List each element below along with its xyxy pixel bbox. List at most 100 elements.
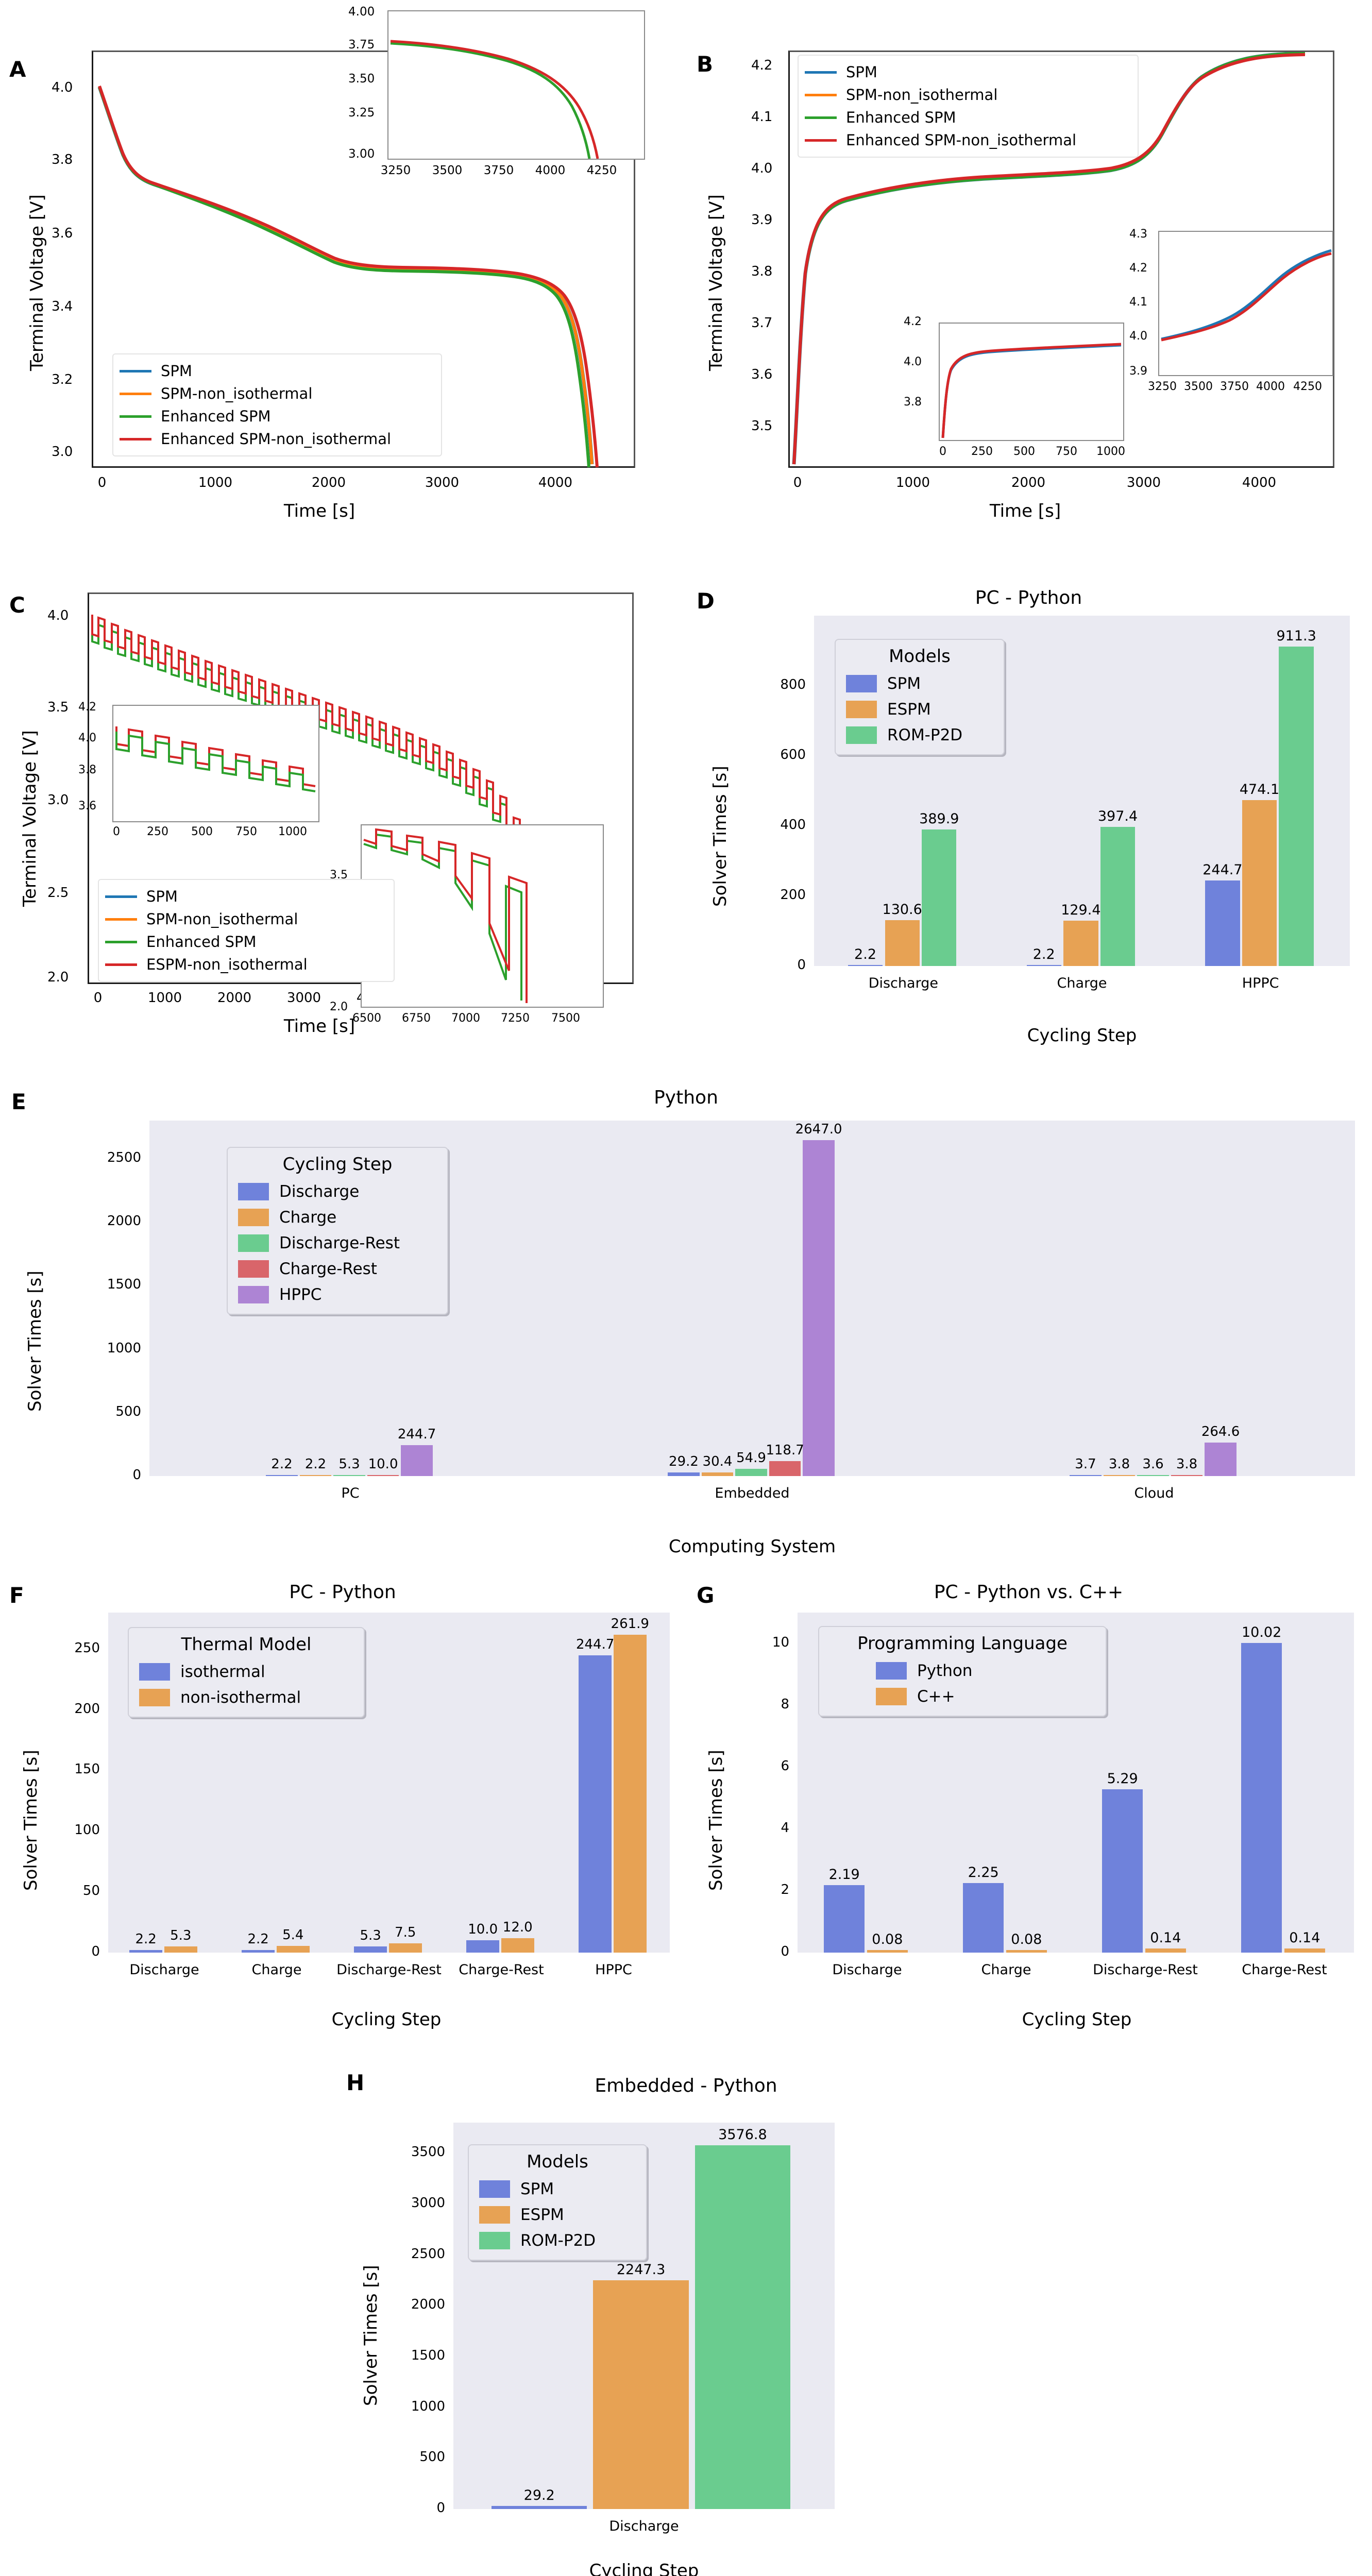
bar[interactable] bbox=[614, 1634, 647, 1953]
bar[interactable] bbox=[963, 1883, 1004, 1953]
legend-item[interactable]: ROM-P2D bbox=[846, 722, 993, 748]
legend-item[interactable]: ESPM-non_isothermal bbox=[105, 953, 385, 976]
bar[interactable] bbox=[401, 1445, 433, 1476]
panel-a-ytick: 3.6 bbox=[52, 226, 73, 241]
legend-item[interactable]: SPM-non_isothermal bbox=[120, 382, 433, 405]
bar[interactable] bbox=[1205, 880, 1240, 966]
legend-item[interactable]: Enhanced SPM bbox=[805, 106, 1129, 129]
bar[interactable] bbox=[354, 1946, 387, 1953]
legend-item[interactable]: ESPM bbox=[846, 697, 993, 722]
panel-b-ytick: 4.2 bbox=[751, 58, 773, 73]
bar[interactable] bbox=[867, 1950, 908, 1953]
bar[interactable] bbox=[1279, 647, 1314, 966]
panel-a-inset-xtick: 4000 bbox=[535, 164, 566, 177]
legend-item[interactable]: HPPC bbox=[238, 1282, 437, 1308]
bar[interactable] bbox=[824, 1885, 865, 1953]
legend-label: Discharge bbox=[279, 1182, 360, 1201]
bar[interactable] bbox=[277, 1946, 310, 1953]
panel-h-x-axis-title: Cycling Step bbox=[589, 2561, 699, 2576]
bar[interactable] bbox=[1137, 1475, 1169, 1476]
bar[interactable] bbox=[1070, 1475, 1102, 1476]
legend-label: C++ bbox=[917, 1687, 955, 1706]
bar[interactable] bbox=[501, 1938, 534, 1953]
bar[interactable] bbox=[299, 1475, 332, 1476]
bar-value-label: 129.4 bbox=[1061, 902, 1101, 918]
bar[interactable] bbox=[803, 1140, 835, 1476]
legend-item[interactable]: ROM-P2D bbox=[479, 2228, 636, 2253]
panel-a-label: A bbox=[9, 57, 26, 82]
legend-item[interactable]: Discharge-Rest bbox=[238, 1230, 437, 1256]
bar-value-label: 3.8 bbox=[1108, 1456, 1130, 1472]
bar[interactable] bbox=[367, 1475, 399, 1476]
legend-item[interactable]: SPM bbox=[846, 671, 993, 697]
panel-g-title: PC - Python vs. C++ bbox=[934, 1582, 1124, 1603]
bar[interactable] bbox=[885, 920, 920, 966]
bar[interactable] bbox=[1171, 1475, 1203, 1476]
bar[interactable] bbox=[579, 1655, 612, 1953]
legend-item[interactable]: Enhanced SPM bbox=[105, 930, 385, 953]
bar[interactable] bbox=[668, 1472, 700, 1476]
bar[interactable] bbox=[1205, 1442, 1237, 1476]
bar-value-label: 261.9 bbox=[611, 1616, 649, 1632]
bar[interactable] bbox=[1242, 800, 1277, 966]
panel-c-inset-right-curves bbox=[363, 828, 528, 1003]
bar[interactable] bbox=[1026, 965, 1061, 966]
legend-item[interactable]: isothermal bbox=[139, 1659, 353, 1685]
legend-label: Enhanced SPM bbox=[161, 408, 271, 425]
bar[interactable] bbox=[164, 1946, 197, 1953]
legend-item[interactable]: Python bbox=[829, 1658, 1095, 1684]
bar[interactable] bbox=[266, 1475, 298, 1476]
panel-g-x-axis-title: Cycling Step bbox=[1022, 2009, 1132, 2030]
legend-item[interactable]: SPM bbox=[120, 360, 433, 382]
bar[interactable] bbox=[466, 1940, 499, 1953]
bar[interactable] bbox=[1103, 1475, 1136, 1476]
legend-item[interactable]: SPM bbox=[805, 61, 1129, 83]
legend-item[interactable]: Charge-Rest bbox=[238, 1256, 437, 1282]
bar[interactable] bbox=[333, 1475, 365, 1476]
legend-item[interactable]: Enhanced SPM-non_isothermal bbox=[120, 428, 433, 450]
legend-swatch-python bbox=[876, 1662, 907, 1680]
bar[interactable] bbox=[389, 1943, 422, 1953]
panel-b-inset-right-xtick: 4000 bbox=[1256, 380, 1285, 393]
legend-item[interactable]: SPM-non_isothermal bbox=[805, 83, 1129, 106]
legend-item[interactable]: SPM bbox=[479, 2176, 636, 2202]
bar[interactable] bbox=[129, 1950, 162, 1953]
legend-item[interactable]: C++ bbox=[829, 1684, 1095, 1709]
bar[interactable] bbox=[922, 829, 957, 966]
legend-item[interactable]: SPM-non_isothermal bbox=[105, 908, 385, 930]
bar[interactable] bbox=[701, 1472, 734, 1476]
panel-b-inset-left-xtick: 250 bbox=[971, 445, 993, 458]
bar[interactable] bbox=[593, 2280, 689, 2509]
panel-b-ytick: 4.1 bbox=[751, 109, 773, 125]
legend-item[interactable]: Enhanced SPM bbox=[120, 405, 433, 428]
bar[interactable] bbox=[242, 1950, 275, 1953]
bar[interactable] bbox=[1006, 1950, 1047, 1953]
bar-value-label: 12.0 bbox=[502, 1919, 533, 1935]
bar[interactable] bbox=[492, 2506, 587, 2509]
bar-value-label: 2.2 bbox=[304, 1456, 327, 1472]
legend-item[interactable]: Enhanced SPM-non_isothermal bbox=[805, 129, 1129, 151]
bar[interactable] bbox=[1102, 1789, 1143, 1953]
legend-item[interactable]: Discharge bbox=[238, 1179, 437, 1205]
legend-item[interactable]: ESPM bbox=[479, 2202, 636, 2228]
y-tick-label: 2000 bbox=[107, 1213, 141, 1229]
bar[interactable] bbox=[1145, 1948, 1186, 1953]
legend-item[interactable]: Charge bbox=[238, 1205, 437, 1230]
panel-b-xtick: 2000 bbox=[1011, 475, 1046, 490]
bar[interactable] bbox=[1241, 1642, 1282, 1953]
legend-item[interactable]: non-isothermal bbox=[139, 1685, 353, 1710]
legend-item[interactable]: SPM bbox=[105, 885, 385, 908]
panel-a-ytick: 3.4 bbox=[52, 299, 73, 314]
bar[interactable] bbox=[848, 965, 883, 966]
panel-b-inset-right bbox=[1158, 231, 1333, 376]
bar[interactable] bbox=[735, 1469, 767, 1476]
bar[interactable] bbox=[1100, 826, 1136, 966]
bar[interactable] bbox=[1063, 921, 1098, 966]
bar[interactable] bbox=[1284, 1948, 1325, 1953]
panel-b-legend: SPM SPM-non_isothermal Enhanced SPM Enha… bbox=[798, 55, 1139, 158]
bar[interactable] bbox=[695, 2145, 791, 2509]
legend-label: ESPM-non_isothermal bbox=[146, 956, 308, 973]
y-tick-label: 1000 bbox=[411, 2398, 445, 2414]
panel-e-label: E bbox=[11, 1089, 26, 1114]
bar[interactable] bbox=[769, 1461, 801, 1476]
